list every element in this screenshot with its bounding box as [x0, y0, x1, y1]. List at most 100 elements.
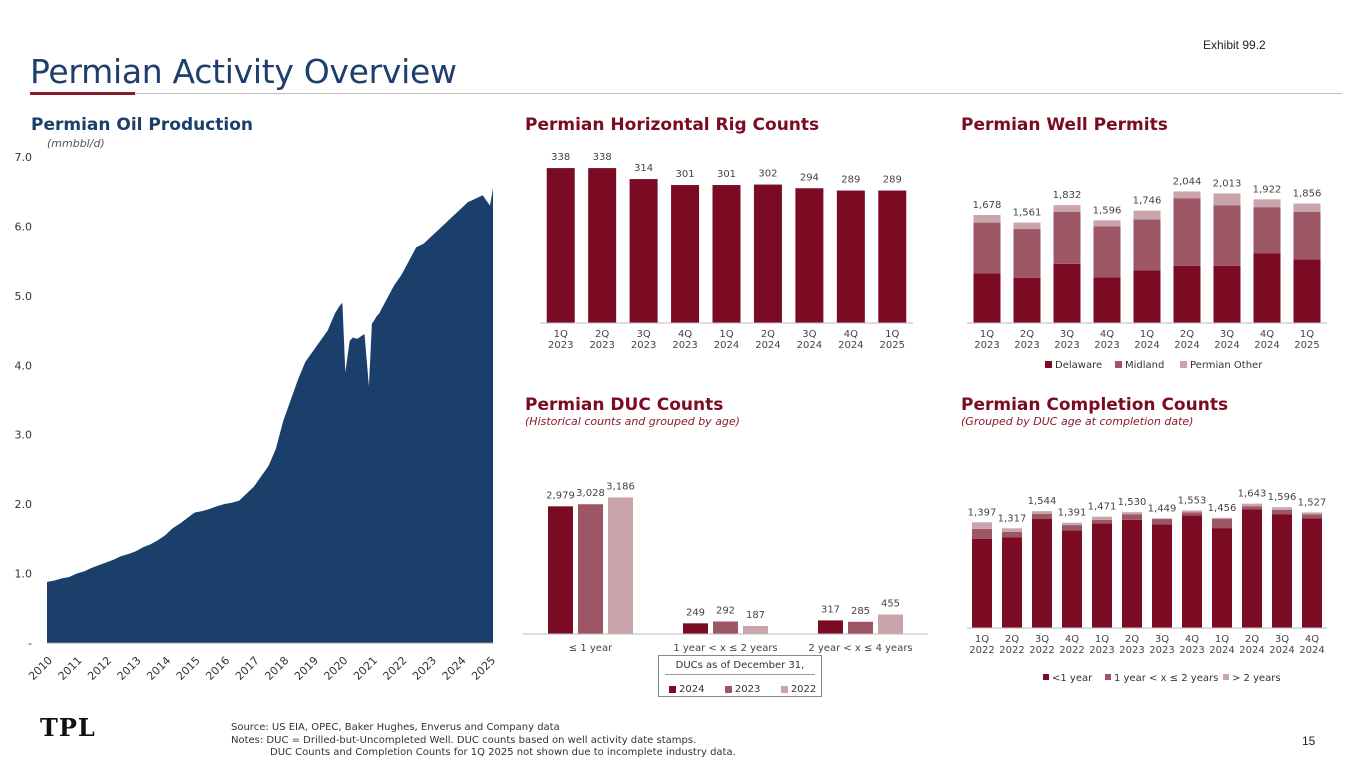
completion-bar-segment-2	[1152, 518, 1172, 520]
completion-count-chart: 1,397 1Q 2022 1,317 2Q 2022 1,544 3Q 2022 1,391 4Q…	[967, 489, 1327, 684]
oil-chart-unit: (mmbbl/d)	[47, 137, 105, 150]
oil-chart-title: Permian Oil Production	[31, 115, 254, 135]
rig-category-label: 2Q 2024	[755, 329, 780, 351]
oil-y-tick-label: 7.0	[15, 151, 33, 164]
completion-bar-segment-2	[972, 522, 992, 529]
rig-category-label: 1Q 2025	[880, 329, 905, 351]
duc-bar-2023	[713, 621, 738, 634]
completion-category-label: 4Q 2024	[1299, 634, 1324, 656]
completion-category-label: 1Q 2023	[1089, 634, 1114, 656]
completion-bar-segment-2	[1122, 512, 1142, 515]
completion-chart-title: Permian Completion Counts	[961, 395, 1229, 415]
permit-category-label: 1Q 2024	[1134, 329, 1159, 351]
footer-notes-line-2: DUC Counts and Completion Counts for 1Q …	[270, 747, 736, 758]
completion-bar-segment-0	[1302, 518, 1322, 628]
completion-bar-segment-2	[1032, 511, 1052, 514]
completion-category-label: 1Q 2024	[1209, 634, 1234, 656]
completion-category-label: 4Q 2022	[1059, 634, 1084, 656]
rig-bar	[588, 168, 617, 323]
duc-legend: DUCs as of December 31, 2024 2023 2022	[658, 655, 822, 697]
permit-bar-midland	[1213, 205, 1241, 266]
rig-bar	[629, 179, 658, 323]
oil-y-tick-label: -	[28, 637, 32, 650]
oil-production-area	[47, 188, 493, 643]
permit-chart-title: Permian Well Permits	[961, 115, 1168, 135]
completion-chart-subtitle: (Grouped by DUC age at completion date)	[961, 415, 1194, 428]
duc-bar-2022	[608, 497, 633, 634]
completion-bar-segment-1	[1182, 512, 1202, 516]
completion-category-label: 3Q 2022	[1029, 634, 1054, 656]
completion-bar-segment-1	[1092, 519, 1112, 524]
completion-bar-segment-0	[1242, 509, 1262, 628]
duc-legend-item-2022: 2022	[780, 684, 817, 695]
completion-category-label: 2Q 2022	[999, 634, 1024, 656]
duc-bar-2024	[683, 623, 708, 634]
duc-legend-items: 2024 2023 2022	[669, 680, 824, 698]
completion-legend-swatch	[1223, 674, 1229, 680]
permit-total-label: 1,678	[973, 200, 1002, 211]
legend-label: 2022	[790, 684, 817, 695]
duc-bar-2022	[878, 614, 903, 634]
completion-total-label: 1,527	[1298, 497, 1327, 508]
completion-bar-segment-2	[1002, 528, 1022, 532]
duc-legend-item-2023: 2023	[724, 684, 760, 695]
duc-category-label: 2 year < x ≤ 4 years	[808, 643, 912, 654]
permit-bar-delaware	[1293, 259, 1321, 323]
permit-bar-delaware	[1253, 253, 1281, 323]
permit-bar-delaware	[1213, 265, 1241, 323]
duc-data-label: 455	[881, 599, 900, 610]
rig-data-label: 289	[841, 175, 860, 186]
duc-category-label: 1 year < x ≤ 2 years	[673, 643, 777, 654]
permit-bar-midland	[1093, 226, 1121, 278]
rig-category-label: 1Q 2023	[548, 329, 573, 351]
completion-category-label: 4Q 2023	[1179, 634, 1204, 656]
completion-bar-segment-1	[1272, 509, 1292, 515]
oil-y-tick-label: 1.0	[15, 568, 33, 581]
completion-legend-label: 1 year < x ≤ 2 years	[1114, 673, 1218, 684]
permit-total-label: 2,044	[1173, 176, 1202, 187]
permit-category-label: 4Q 2023	[1094, 329, 1119, 351]
completion-bar-segment-1	[1152, 519, 1172, 525]
permit-bar-permian-other	[1093, 220, 1121, 227]
rig-bar	[546, 168, 575, 323]
permit-category-label: 2Q 2024	[1174, 329, 1199, 351]
completion-bar-segment-0	[1152, 524, 1172, 628]
rig-data-label: 302	[758, 169, 777, 180]
legend-swatch	[780, 686, 788, 693]
permit-bar-delaware	[1133, 270, 1161, 323]
permit-bar-permian-other	[1053, 205, 1081, 212]
oil-x-tick-label: 2013	[115, 654, 144, 683]
page-number: 15	[1302, 734, 1316, 748]
completion-category-label: 3Q 2023	[1149, 634, 1174, 656]
permit-category-label: 4Q 2024	[1254, 329, 1279, 351]
completion-category-label: 3Q 2024	[1269, 634, 1294, 656]
permit-legend-swatch	[1180, 361, 1187, 368]
completion-total-label: 1,553	[1178, 495, 1207, 506]
page-title: Permian Activity Overview	[30, 52, 457, 91]
duc-bar-2023	[848, 621, 873, 634]
exhibit-label: Exhibit 99.2	[1203, 38, 1266, 52]
permit-legend-label: Delaware	[1055, 360, 1102, 371]
footer-source: Source: US EIA, OPEC, Baker Hughes, Enve…	[231, 722, 560, 733]
completion-legend-swatch	[1043, 674, 1049, 680]
title-accent-bar	[30, 92, 135, 95]
rig-data-label: 289	[883, 175, 902, 186]
rig-count-chart: 338 1Q 2023 338 2Q 2023 314 3Q 2023 301 4Q 2023 301 1…	[540, 152, 913, 351]
rig-data-label: 301	[676, 169, 695, 180]
oil-x-tick-label: 2011	[56, 654, 85, 683]
permit-bar-midland	[1133, 219, 1161, 271]
permit-total-label: 1,596	[1093, 205, 1122, 216]
permit-bar-delaware	[1013, 277, 1041, 323]
completion-bar-segment-1	[1002, 531, 1022, 538]
rig-category-label: 3Q 2023	[631, 329, 656, 351]
footer-notes: Source: US EIA, OPEC, Baker Hughes, Enve…	[231, 722, 736, 760]
oil-x-tick-label: 2021	[351, 654, 380, 683]
completion-total-label: 1,530	[1118, 497, 1147, 508]
permit-total-label: 1,746	[1133, 196, 1162, 207]
permit-legend-label: Midland	[1125, 360, 1164, 371]
oil-x-tick-label: 2012	[85, 654, 114, 683]
permit-bar-midland	[1053, 211, 1081, 264]
legend-swatch	[724, 686, 732, 693]
duc-data-label: 317	[821, 604, 840, 615]
completion-total-label: 1,643	[1238, 489, 1267, 500]
